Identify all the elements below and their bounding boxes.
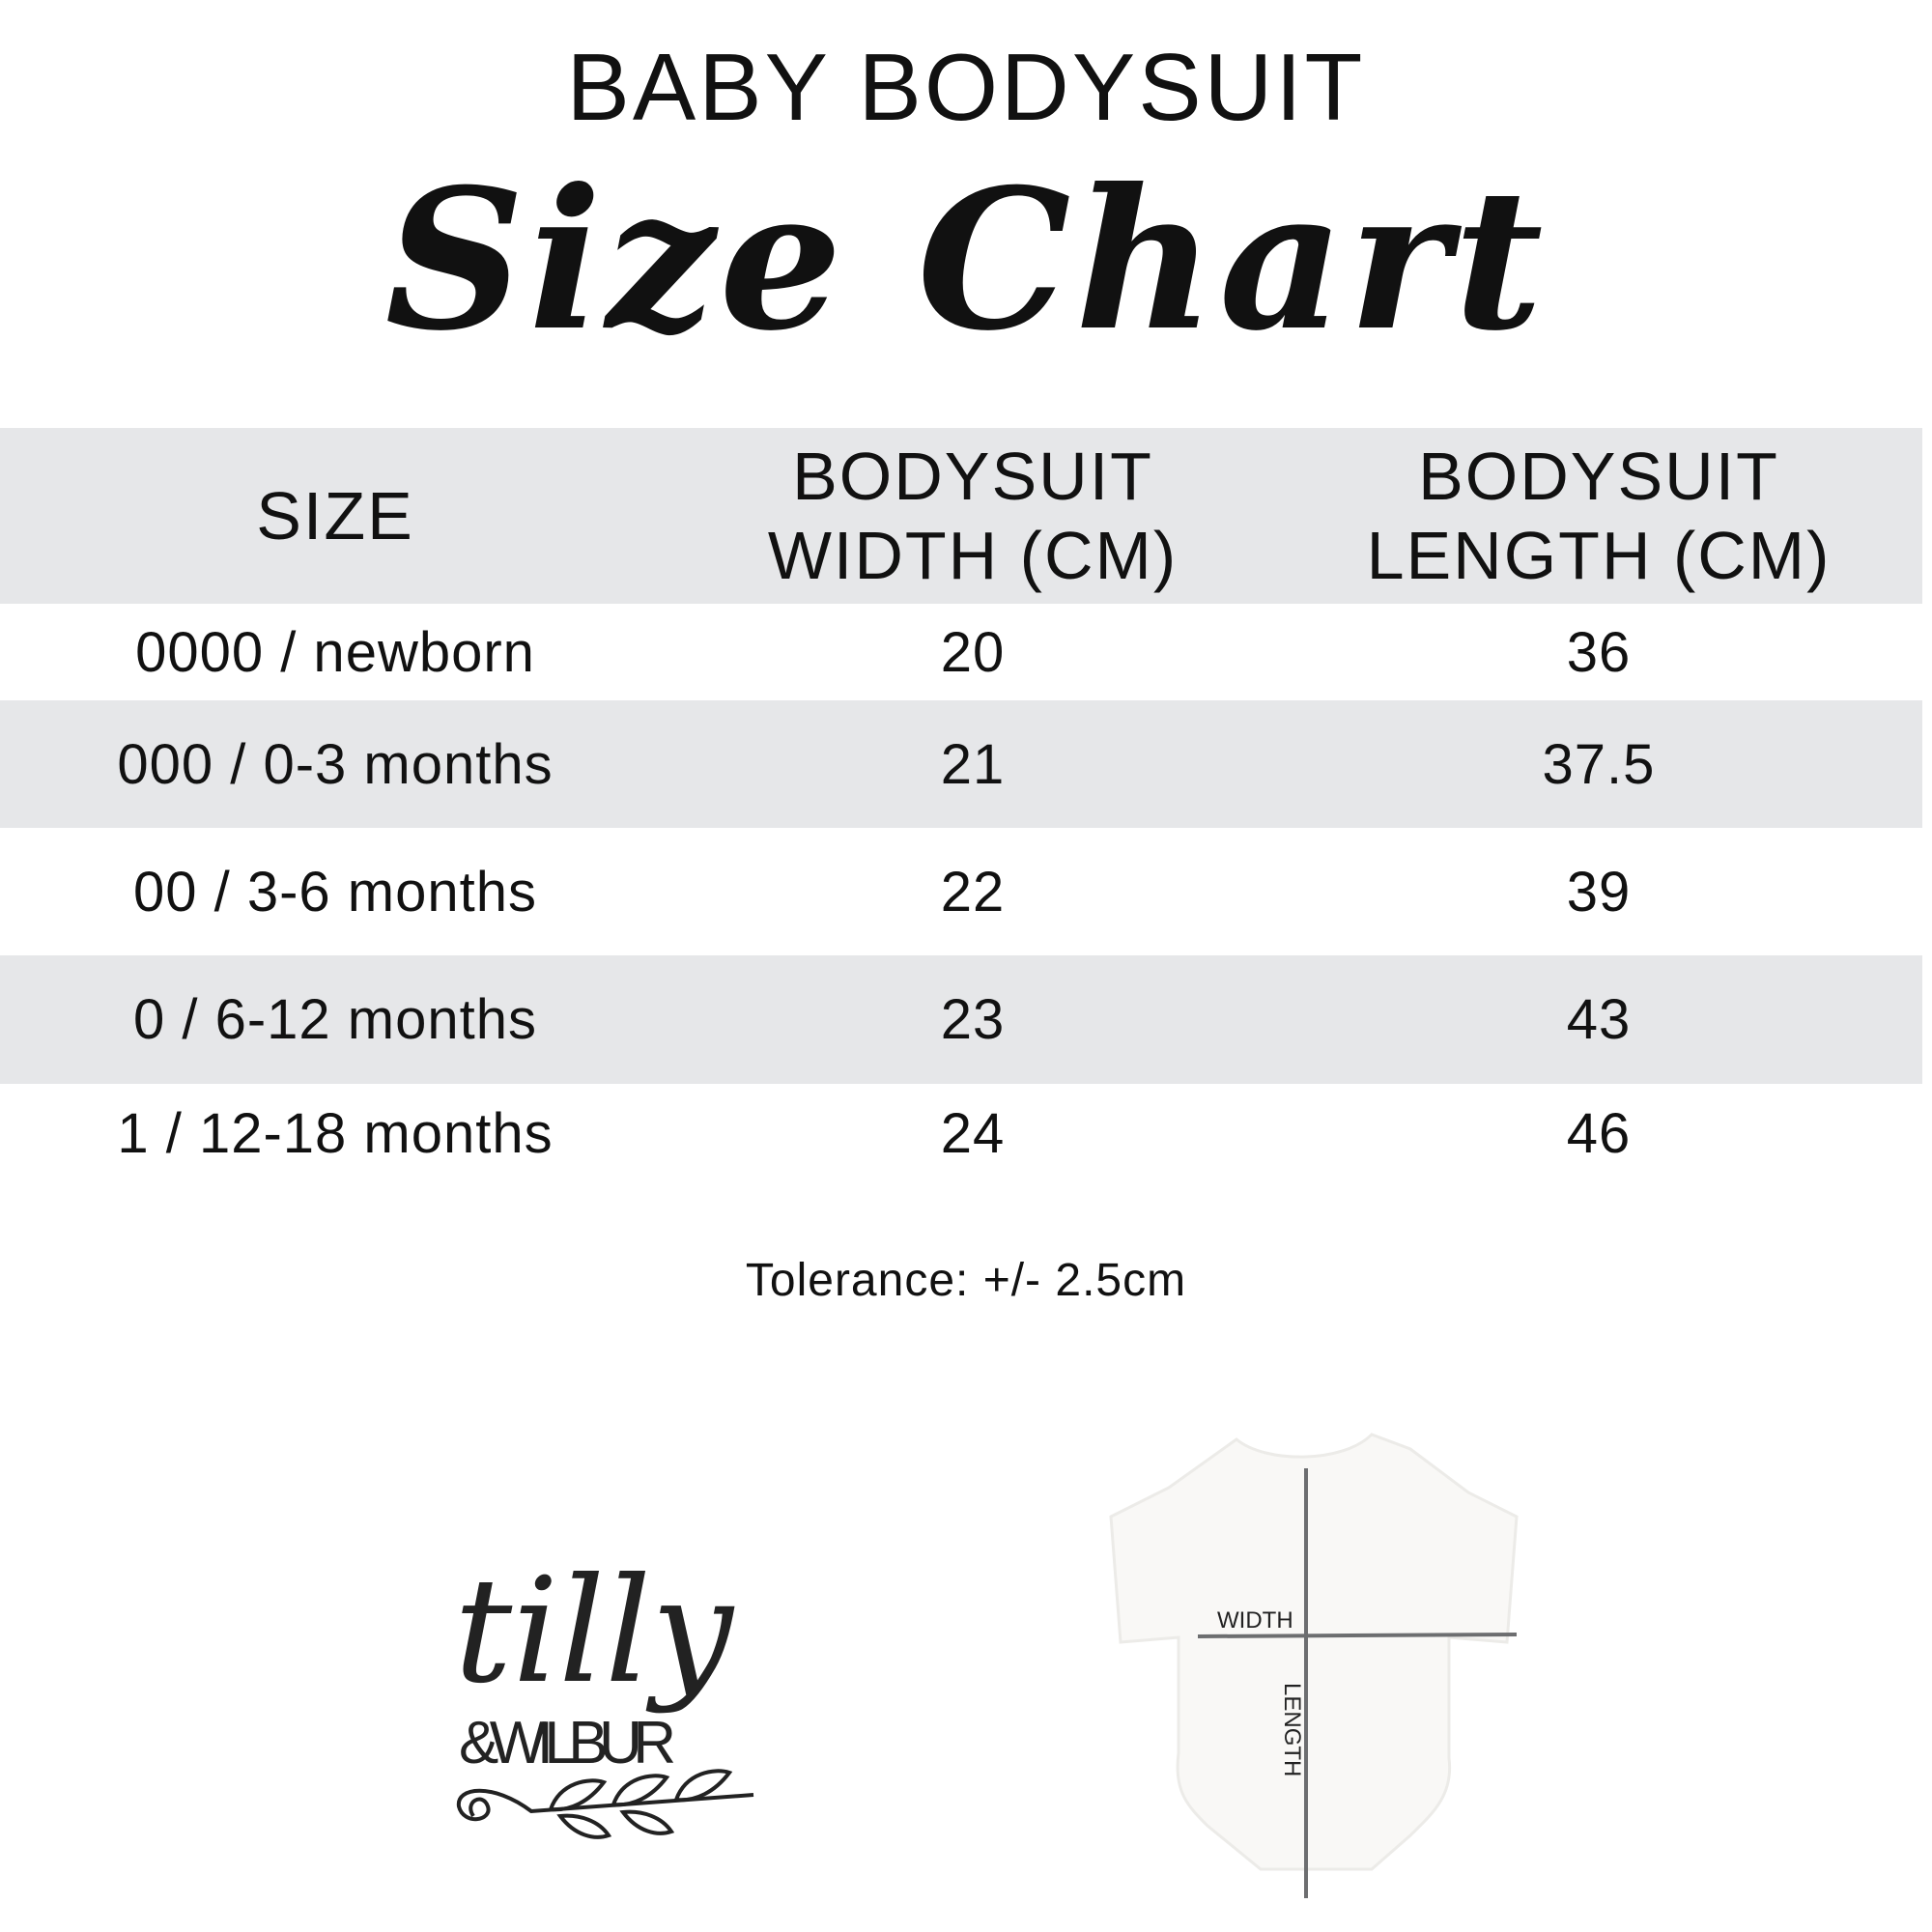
table-row: 00 / 3-6 months 22 39 bbox=[0, 828, 1922, 955]
column-header-length: BODYSUIT LENGTH (CM) bbox=[1275, 437, 1922, 595]
width-cell: 24 bbox=[940, 1102, 1006, 1165]
size-cell: 0000 / newborn bbox=[135, 620, 535, 684]
column-header-width: BODYSUIT WIDTH (CM) bbox=[670, 437, 1275, 595]
bodysuit-shape bbox=[1109, 1433, 1519, 1871]
header-text: BODYSUIT bbox=[792, 439, 1153, 514]
header-text: LENGTH (CM) bbox=[1366, 518, 1832, 593]
width-cell: 22 bbox=[940, 860, 1006, 923]
brand-logo: tilly &WILBUR bbox=[454, 1548, 754, 1839]
table-row: 0 / 6-12 months 23 43 bbox=[0, 955, 1922, 1084]
column-header-size: SIZE bbox=[0, 476, 670, 555]
page-title: BABY BODYSUIT bbox=[566, 34, 1366, 140]
length-cell: 37.5 bbox=[1542, 732, 1656, 796]
width-cell: 23 bbox=[940, 988, 1006, 1051]
header-text: WIDTH (CM) bbox=[767, 518, 1179, 593]
length-cell: 36 bbox=[1566, 620, 1632, 684]
size-cell: 000 / 0-3 months bbox=[117, 732, 554, 796]
logo-text-tilly: tilly bbox=[454, 1548, 735, 1716]
length-label: LENGTH bbox=[1279, 1683, 1305, 1776]
bodysuit-diagram: WIDTH LENGTH bbox=[1109, 1433, 1519, 1898]
width-cell: 20 bbox=[940, 620, 1006, 684]
size-cell: 1 / 12-18 months bbox=[117, 1102, 554, 1165]
table-row: 1 / 12-18 months 24 46 bbox=[0, 1084, 1922, 1183]
length-cell: 39 bbox=[1566, 860, 1632, 923]
leaf-branch-icon bbox=[456, 1769, 754, 1839]
table-row: 000 / 0-3 months 21 37.5 bbox=[0, 700, 1922, 828]
size-cell: 0 / 6-12 months bbox=[133, 988, 537, 1051]
width-label: WIDTH bbox=[1217, 1607, 1293, 1634]
length-cell: 43 bbox=[1566, 988, 1632, 1051]
header-text: BODYSUIT bbox=[1418, 439, 1779, 514]
table-header: SIZE BODYSUIT WIDTH (CM) BODYSUIT LENGTH (… bbox=[0, 428, 1922, 604]
width-cell: 21 bbox=[940, 732, 1006, 796]
logo-text-wilbur: &WILBUR bbox=[459, 1710, 676, 1776]
width-line bbox=[1197, 1633, 1518, 1638]
header-text: SIZE bbox=[256, 478, 414, 554]
tolerance-note: Tolerance: +/- 2.5cm bbox=[745, 1255, 1187, 1306]
size-table: SIZE BODYSUIT WIDTH (CM) BODYSUIT LENGTH (… bbox=[0, 428, 1922, 1183]
size-cell: 00 / 3-6 months bbox=[133, 860, 537, 923]
size-chart-heading: Size Chart bbox=[384, 147, 1548, 374]
length-cell: 46 bbox=[1566, 1102, 1632, 1165]
table-row: 0000 / newborn 20 36 bbox=[0, 604, 1922, 700]
